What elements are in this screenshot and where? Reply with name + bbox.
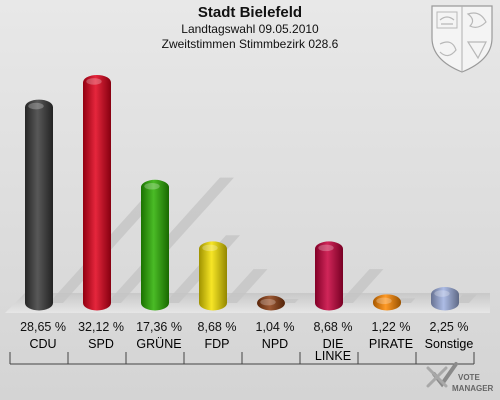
value-label: 32,12 % [78, 320, 124, 334]
chart-floor [5, 293, 490, 313]
bar-highlight [260, 298, 276, 306]
value-label: 8,68 % [314, 320, 353, 334]
coat-of-arms-icon [431, 5, 493, 73]
category-label: Sonstige [425, 337, 474, 351]
bar-highlight [28, 102, 44, 110]
value-label: 17,36 % [136, 320, 182, 334]
value-label: 1,22 % [372, 320, 411, 334]
bar-shadow [281, 298, 299, 303]
value-label: 28,65 % [20, 320, 66, 334]
bar-npd [257, 295, 285, 311]
category-label: CDU [29, 337, 56, 351]
bar-spd [83, 74, 111, 311]
bar-pirate [373, 294, 402, 311]
category-label: SPD [88, 337, 114, 351]
bar-highlight [434, 290, 450, 297]
category-label: DIE [323, 337, 344, 351]
value-label: 2,25 % [430, 320, 469, 334]
bar-shadow [339, 269, 384, 303]
chart-subtitle: Landtagswahl 09.05.2010 [181, 22, 319, 36]
category-label: NPD [262, 337, 288, 351]
bar-highlight [318, 244, 334, 252]
chart-title: Stadt Bielefeld [198, 4, 302, 21]
bar-shadow [455, 294, 477, 303]
bar-sonstige [431, 287, 459, 311]
bar-highlight [86, 78, 102, 85]
category-label: PIRATE [369, 337, 413, 351]
category-label: LINKE [315, 349, 351, 363]
bar-shadow [397, 298, 416, 303]
bar-gr-ne [141, 179, 169, 311]
bar-cdu [25, 99, 53, 311]
bar-fdp [199, 241, 227, 311]
bar-shadow [223, 269, 268, 303]
bar-highlight [144, 182, 160, 190]
bar-shadows [49, 177, 477, 303]
bar-shadow [107, 177, 234, 303]
value-label: 1,04 % [256, 320, 295, 334]
chart-subtitle-2: Zweitstimmen Stimmbezirk 028.6 [162, 37, 339, 51]
vote-manager-logo: VOTE MANAGER [426, 362, 494, 393]
category-label: FDP [205, 337, 230, 351]
category-label: GRÜNE [136, 337, 181, 351]
vote-manager-line2: MANAGER [452, 384, 494, 393]
bars-group [25, 74, 459, 311]
bar-highlight [376, 297, 392, 305]
vote-manager-line1: VOTE [458, 373, 480, 382]
bar-highlight [202, 244, 218, 252]
value-label: 8,68 % [198, 320, 237, 334]
bar-die-linke [315, 241, 343, 311]
value-labels-group: 28,65 % 32,12 % 17,36 % 8,68 % 1,04 % 8,68 % 1… [20, 320, 468, 334]
